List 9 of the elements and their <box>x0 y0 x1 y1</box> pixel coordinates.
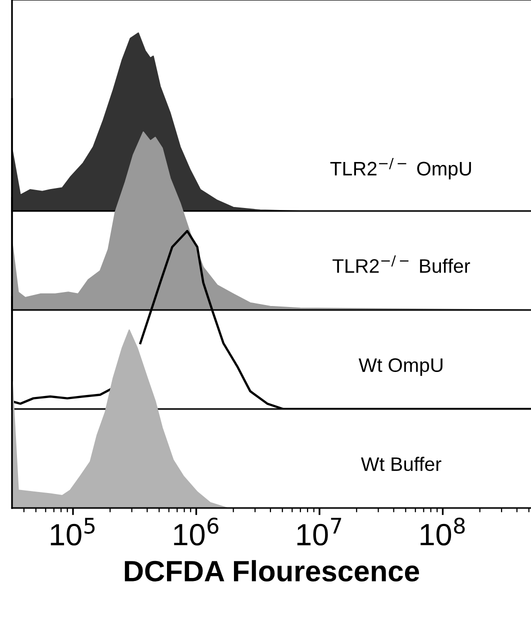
series-label: TLR2$^{−/−}$ Buffer <box>332 255 470 273</box>
x-tick-label: 10$^{7}$ <box>297 518 342 546</box>
series-label: Wt OmpU <box>358 358 442 376</box>
x-tick-label: 10$^{8}$ <box>420 518 465 546</box>
series-label: TLR2$^{−/−}$ OmpU <box>330 158 471 180</box>
series-label: Wt Buffer <box>360 456 442 472</box>
x-tick-label: 10$^{5}$ <box>50 518 95 546</box>
x-axis-title: DCFDA Flourescence <box>124 560 420 582</box>
x-tick-label: 10$^{6}$ <box>174 518 218 546</box>
